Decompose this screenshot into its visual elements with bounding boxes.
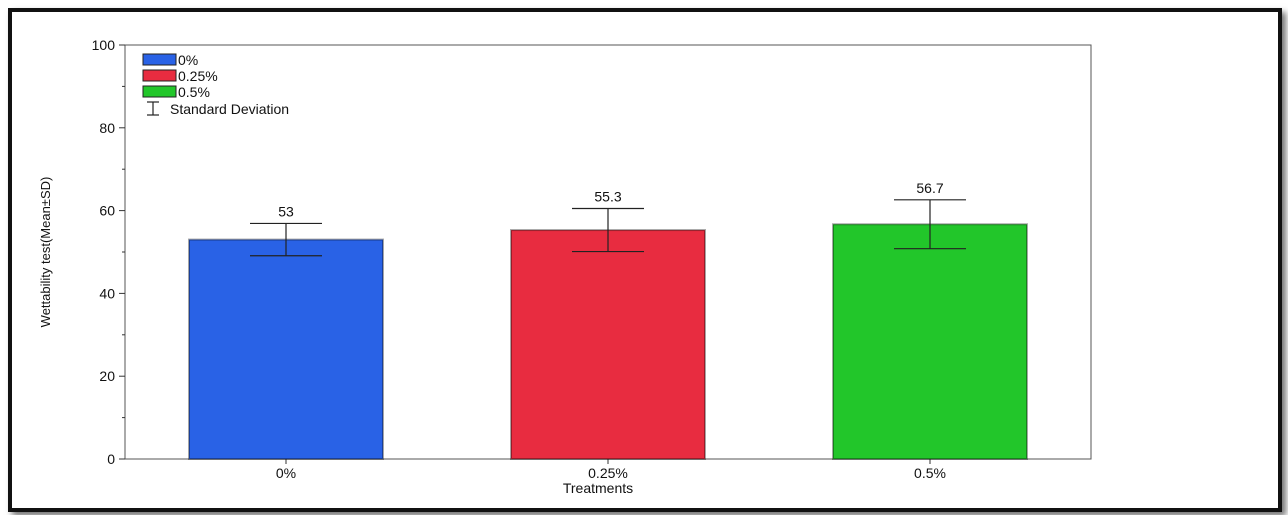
value-label: 53 [278,203,294,219]
y-tick-label: 80 [99,120,115,136]
legend-swatch [142,85,177,98]
x-tick-label: 0.5% [914,465,946,481]
legend-swatch [142,69,177,82]
chart-frame: 0 20 40 60 80 100 0% 0.25% 0.5% 53 55.3 56.7 0% 0.… [8,8,1282,512]
x-axis-label: Treatments [563,480,633,496]
value-label: 56.7 [916,180,943,196]
y-tick-label: 40 [99,285,115,301]
legend-label: 0% [178,52,198,68]
bar [832,223,1028,460]
x-axis: 0% 0.25% 0.5% [276,459,946,481]
bar [510,229,706,460]
legend: 0%0.25%0.5%Standard Deviation [142,52,289,117]
value-labels: 53 55.3 56.7 [278,180,944,220]
error-bars [250,199,966,257]
legend-label: 0.5% [178,84,210,100]
legend-swatch [142,53,177,66]
y-tick-label: 60 [99,203,115,219]
y-tick-label: 0 [107,451,115,467]
y-tick-label: 20 [99,368,115,384]
y-axis-label: Wettability test(Mean±SD) [38,177,53,328]
bars [188,223,1028,460]
x-tick-label: 0% [276,465,296,481]
value-label: 55.3 [594,189,621,205]
y-tick-label: 100 [92,37,116,53]
x-tick-label: 0.25% [588,465,628,481]
y-axis: 0 20 40 60 80 100 [92,37,125,467]
legend-label: 0.25% [178,68,218,84]
legend-error-bar-label: Standard Deviation [170,101,289,117]
bar [188,238,384,460]
